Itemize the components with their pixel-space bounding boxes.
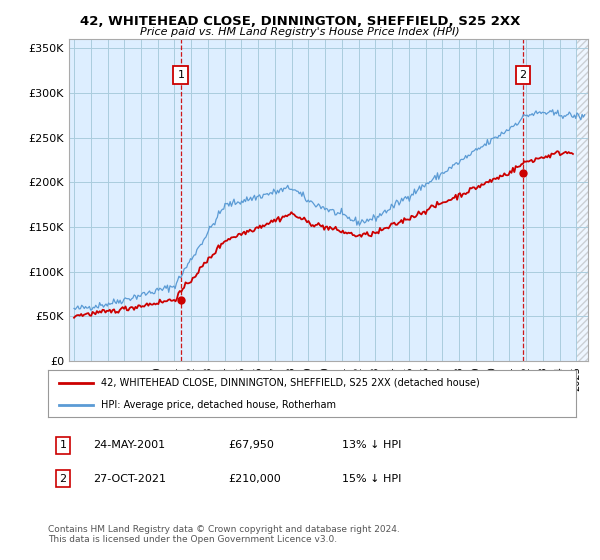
Text: 1: 1 <box>178 70 184 80</box>
Text: £210,000: £210,000 <box>228 474 281 484</box>
Text: 24-MAY-2001: 24-MAY-2001 <box>93 440 165 450</box>
Text: £67,950: £67,950 <box>228 440 274 450</box>
Text: 15% ↓ HPI: 15% ↓ HPI <box>342 474 401 484</box>
Text: 13% ↓ HPI: 13% ↓ HPI <box>342 440 401 450</box>
Bar <box>576 39 593 361</box>
Text: 1: 1 <box>59 440 67 450</box>
Text: 2: 2 <box>59 474 67 484</box>
Text: HPI: Average price, detached house, Rotherham: HPI: Average price, detached house, Roth… <box>101 400 336 410</box>
Text: Contains HM Land Registry data © Crown copyright and database right 2024.
This d: Contains HM Land Registry data © Crown c… <box>48 525 400 544</box>
Text: 42, WHITEHEAD CLOSE, DINNINGTON, SHEFFIELD, S25 2XX: 42, WHITEHEAD CLOSE, DINNINGTON, SHEFFIE… <box>80 15 520 28</box>
Text: 42, WHITEHEAD CLOSE, DINNINGTON, SHEFFIELD, S25 2XX (detached house): 42, WHITEHEAD CLOSE, DINNINGTON, SHEFFIE… <box>101 378 479 388</box>
Text: 2: 2 <box>520 70 527 80</box>
Text: 27-OCT-2021: 27-OCT-2021 <box>93 474 166 484</box>
Text: Price paid vs. HM Land Registry's House Price Index (HPI): Price paid vs. HM Land Registry's House … <box>140 27 460 37</box>
